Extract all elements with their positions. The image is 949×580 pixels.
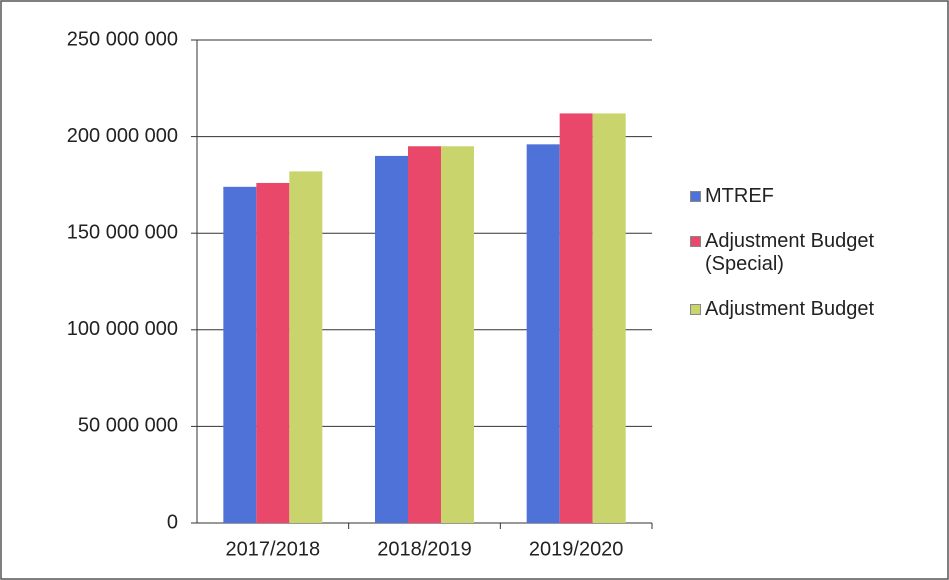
- bar: [592, 113, 626, 523]
- y-tick-label: 50 000 000: [78, 415, 178, 437]
- legend-label: Adjustment Budget (Special): [705, 230, 874, 275]
- bar: [441, 146, 474, 523]
- bar: [559, 113, 593, 523]
- legend-swatch: [690, 236, 701, 247]
- legend-item: Adjustment Budget (Special): [690, 230, 940, 276]
- x-tick-label: 2019/2020: [529, 538, 624, 560]
- x-tick-label: 2017/2018: [226, 538, 321, 560]
- y-tick-label: 150 000 000: [67, 221, 178, 243]
- bar: [256, 182, 290, 523]
- legend-swatch: [690, 304, 701, 315]
- legend-item: MTREF: [690, 185, 940, 208]
- x-tick-label: 2018/2019: [377, 538, 472, 560]
- bar: [289, 171, 323, 523]
- y-tick-label: 200 000 000: [67, 125, 178, 147]
- legend-label: Adjustment Budget: [705, 298, 874, 320]
- y-tick-label: 250 000 000: [67, 28, 178, 50]
- legend-label: MTREF: [705, 185, 774, 207]
- bar: [408, 146, 441, 523]
- legend-item: Adjustment Budget: [690, 298, 940, 321]
- legend: MTREF Adjustment Budget (Special) Adjustme…: [690, 185, 940, 343]
- bar: [526, 144, 560, 523]
- bar: [375, 155, 408, 524]
- bar: [223, 186, 257, 523]
- legend-swatch: [690, 191, 701, 202]
- y-tick-label: 100 000 000: [67, 318, 178, 340]
- y-tick-label: 0: [167, 511, 178, 533]
